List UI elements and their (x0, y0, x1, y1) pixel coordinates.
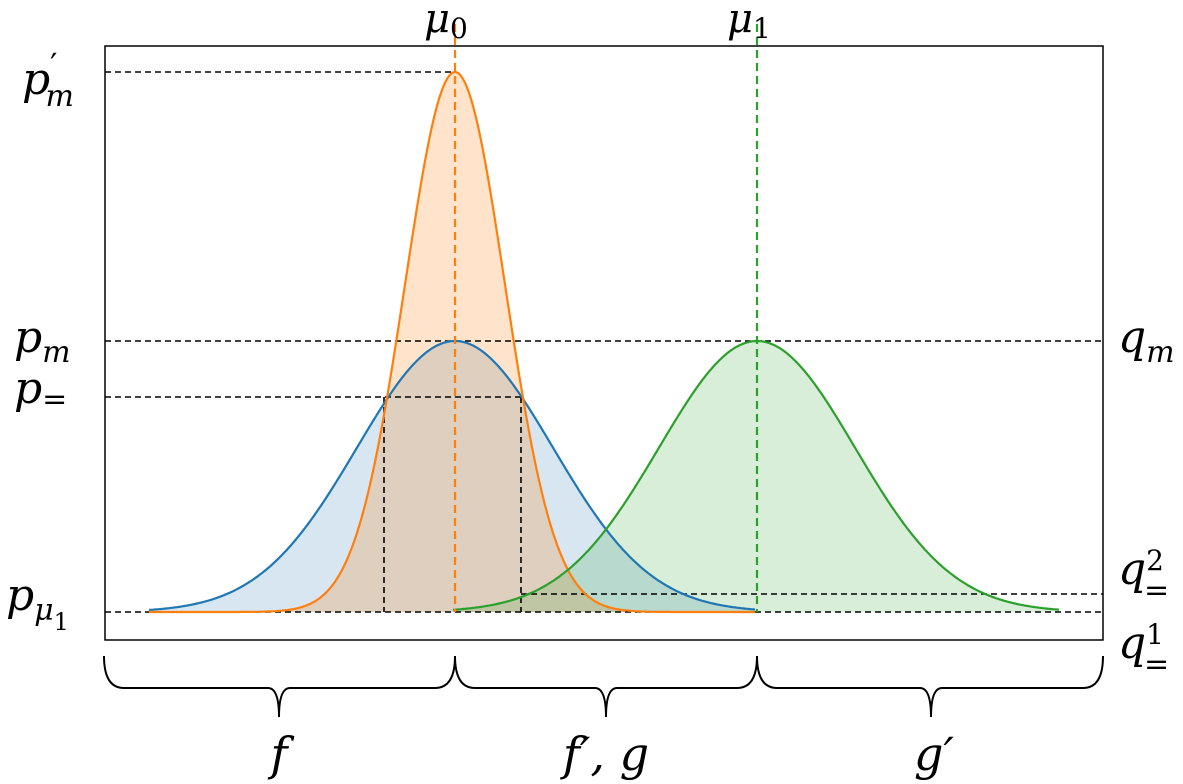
mu0-label: μ0 (424, 0, 468, 45)
p-mu1-subsub: 1 (54, 608, 69, 636)
region-gprime-label: g′ (914, 727, 954, 781)
p-mu1-label: pμ1 (6, 570, 69, 636)
qm-base: q (1118, 312, 1146, 363)
plot-frame (104, 45, 1104, 641)
q1-base: q (1118, 618, 1146, 669)
region-fprime-g-label: f′, g (560, 727, 649, 781)
mu0-sub: 0 (450, 12, 468, 45)
q1-label: q1 = (1118, 618, 1169, 682)
q2-sup: 2 (1146, 544, 1164, 577)
mu1-base: μ (727, 0, 753, 42)
p-mu1-base: p (6, 570, 34, 621)
pm-prime-base: p (22, 54, 50, 105)
orange-gaussian-curve (149, 70, 755, 614)
blue-curve-fill (149, 341, 755, 612)
region-braces (103, 655, 1104, 718)
qm-label: qm (1118, 312, 1175, 370)
p-eq-label: p= (14, 363, 67, 417)
p-eq-sub: = (42, 382, 67, 417)
q1-sub: = (1144, 647, 1169, 682)
mu0-base: μ (424, 0, 450, 42)
p-eq-base: p (14, 363, 42, 414)
pm-base: p (14, 312, 42, 363)
pm-prime-sub: m (45, 79, 73, 114)
pm-label: pm (14, 312, 71, 370)
brace-gprime (756, 655, 1104, 718)
reference-lines (105, 71, 1103, 613)
pm-prime-mark: ′ (50, 46, 57, 84)
qm-sub: m (1146, 335, 1174, 370)
mu1-sub: 1 (753, 12, 771, 45)
p-mu1-sub: μ (34, 593, 54, 628)
region-f-label: f (267, 727, 294, 781)
pm-sub: m (42, 335, 70, 370)
q2-label: q2 = (1118, 544, 1169, 608)
blue-gaussian-curve (148, 339, 756, 611)
q2-sub: = (1144, 573, 1169, 608)
brace-fprime-g (454, 655, 758, 718)
q2-base: q (1118, 544, 1146, 595)
mu1-label: μ1 (727, 0, 771, 45)
q1-sup: 1 (1146, 618, 1164, 651)
brace-f (103, 655, 456, 718)
green-curve-fill (453, 341, 1059, 612)
pm-prime-label: p′ m (22, 46, 74, 114)
